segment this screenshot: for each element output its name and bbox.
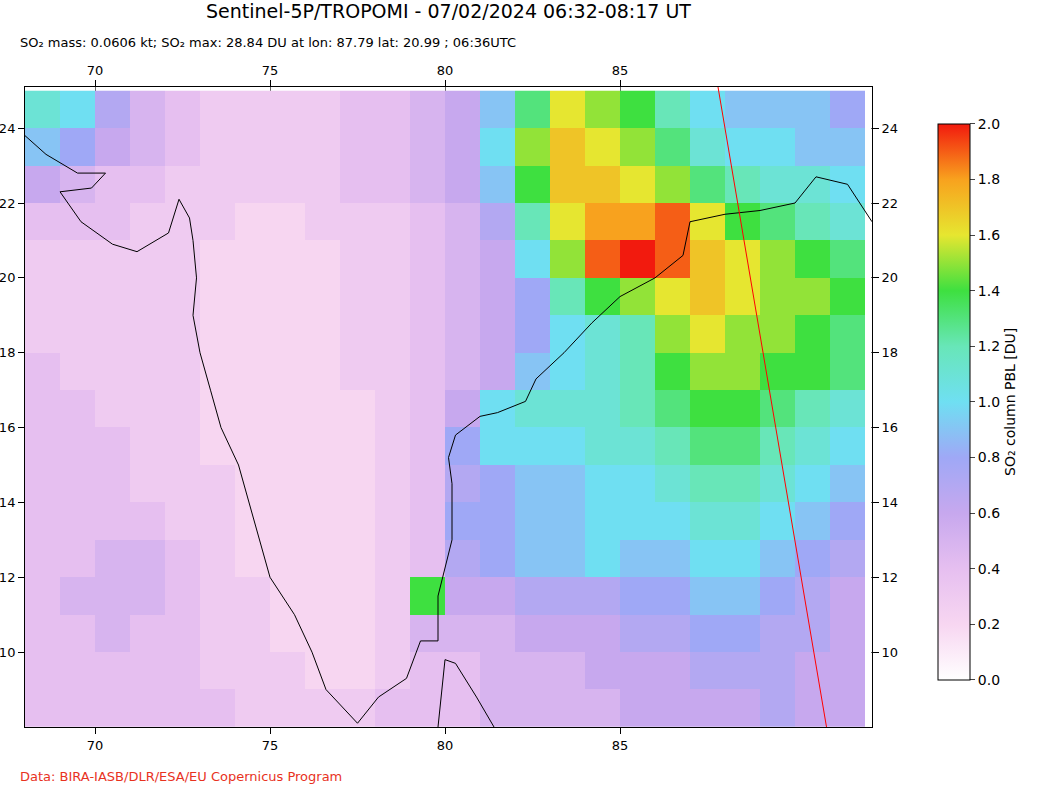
svg-text:16: 16 — [882, 420, 899, 435]
svg-text:0.4: 0.4 — [978, 561, 1000, 577]
svg-text:16: 16 — [0, 420, 15, 435]
svg-text:Sentinel-5P/TROPOMI - 07/02/20: Sentinel-5P/TROPOMI - 07/02/2024 06:32-0… — [206, 0, 691, 22]
svg-text:70: 70 — [87, 738, 104, 753]
svg-text:18: 18 — [0, 345, 15, 360]
svg-text:70: 70 — [87, 63, 104, 78]
svg-text:18: 18 — [882, 345, 899, 360]
svg-text:0.6: 0.6 — [978, 505, 1000, 521]
svg-text:Data: BIRA-IASB/DLR/ESA/EU Cop: Data: BIRA-IASB/DLR/ESA/EU Copernicus Pr… — [20, 769, 342, 784]
svg-text:14: 14 — [0, 495, 15, 510]
svg-text:SO₂ mass: 0.0606 kt; SO₂ max:: SO₂ mass: 0.0606 kt; SO₂ max: 28.84 DU a… — [20, 35, 516, 50]
svg-text:24: 24 — [882, 121, 899, 136]
svg-text:0.2: 0.2 — [978, 616, 1000, 632]
svg-text:1.2: 1.2 — [978, 338, 1000, 354]
svg-text:10: 10 — [882, 645, 899, 660]
svg-text:0.0: 0.0 — [978, 672, 1000, 688]
svg-text:75: 75 — [262, 738, 279, 753]
svg-text:1.8: 1.8 — [978, 171, 1000, 187]
svg-text:20: 20 — [0, 270, 15, 285]
svg-text:1.4: 1.4 — [978, 283, 1000, 299]
svg-text:24: 24 — [0, 121, 15, 136]
svg-text:12: 12 — [0, 570, 15, 585]
svg-text:12: 12 — [882, 570, 899, 585]
svg-text:10: 10 — [0, 645, 15, 660]
svg-text:20: 20 — [882, 270, 899, 285]
svg-text:85: 85 — [612, 738, 629, 753]
svg-text:85: 85 — [612, 63, 629, 78]
svg-text:2.0: 2.0 — [978, 116, 1000, 132]
svg-text:1.0: 1.0 — [978, 394, 1000, 410]
svg-text:80: 80 — [437, 738, 454, 753]
svg-text:22: 22 — [882, 196, 899, 211]
svg-text:22: 22 — [0, 196, 15, 211]
svg-text:14: 14 — [882, 495, 899, 510]
svg-text:SO₂ column PBL [DU]: SO₂ column PBL [DU] — [1002, 328, 1018, 476]
svg-text:75: 75 — [262, 63, 279, 78]
svg-text:80: 80 — [437, 63, 454, 78]
svg-text:0.8: 0.8 — [978, 449, 1000, 465]
svg-text:1.6: 1.6 — [978, 227, 1000, 243]
